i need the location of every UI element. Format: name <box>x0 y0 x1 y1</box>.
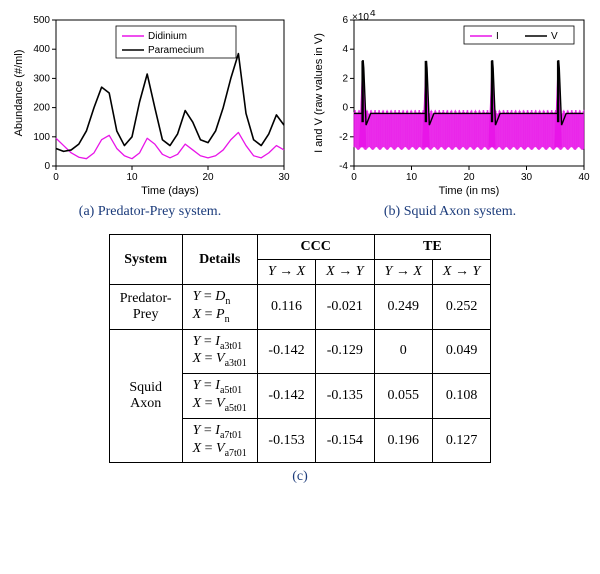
svg-text:Abundance (#/ml): Abundance (#/ml) <box>13 50 25 137</box>
svg-text:10: 10 <box>126 172 138 183</box>
svg-text:10: 10 <box>406 172 418 183</box>
table-row-details: Y = Ia5t01X = Va5t01 <box>182 374 257 419</box>
table-row-details: Y = DnX = Pn <box>182 285 257 330</box>
figure-row: 01020300100200300400500Time (days)Abunda… <box>10 10 590 220</box>
svg-text:4: 4 <box>342 44 348 55</box>
svg-text:500: 500 <box>33 15 50 26</box>
panel-a: 01020300100200300400500Time (days)Abunda… <box>10 10 290 220</box>
th-ccc-xy: X → Y <box>316 260 374 285</box>
th-te-yx: Y → X <box>374 260 432 285</box>
svg-text:×10: ×10 <box>352 12 369 23</box>
svg-text:0: 0 <box>342 103 348 114</box>
svg-text:6: 6 <box>342 15 348 26</box>
svg-text:Time (days): Time (days) <box>141 185 199 197</box>
svg-text:Didinium: Didinium <box>148 31 187 42</box>
svg-text:400: 400 <box>33 44 50 55</box>
svg-text:Paramecium: Paramecium <box>148 45 204 56</box>
svg-text:40: 40 <box>578 172 590 183</box>
table-row-system: SquidAxon <box>109 329 182 463</box>
svg-text:300: 300 <box>33 73 50 84</box>
svg-text:Time (in ms): Time (in ms) <box>439 185 500 197</box>
svg-text:30: 30 <box>521 172 533 183</box>
svg-text:0: 0 <box>53 172 59 183</box>
svg-text:20: 20 <box>202 172 214 183</box>
caption-a: (a) Predator-Prey system. <box>79 204 221 220</box>
svg-text:100: 100 <box>33 132 50 143</box>
th-ccc: CCC <box>257 235 374 260</box>
table-body: Predator-PreyY = DnX = Pn0.116-0.0210.24… <box>109 285 491 463</box>
th-system: System <box>109 235 182 285</box>
caption-b: (b) Squid Axon system. <box>384 204 516 220</box>
table-row-system: Predator-Prey <box>109 285 182 330</box>
svg-text:30: 30 <box>278 172 290 183</box>
svg-text:0: 0 <box>351 172 357 183</box>
caption-c: (c) <box>10 469 590 485</box>
svg-text:2: 2 <box>342 73 348 84</box>
svg-text:I: I <box>496 31 499 42</box>
table-wrap: System Details CCC TE Y → X X → Y Y → X … <box>10 234 590 463</box>
th-te-xy: X → Y <box>432 260 490 285</box>
svg-text:-4: -4 <box>339 161 348 172</box>
svg-text:200: 200 <box>33 103 50 114</box>
th-details: Details <box>182 235 257 285</box>
svg-text:I and V (raw values in V): I and V (raw values in V) <box>313 33 325 153</box>
svg-text:V: V <box>551 31 558 42</box>
results-table: System Details CCC TE Y → X X → Y Y → X … <box>109 234 492 463</box>
table-row-details: Y = Ia7t01X = Va7t01 <box>182 418 257 463</box>
chart-squid-axon: 0 10 20 30 40 -4 -2 0 2 4 6 Time (in ms) I and V (ra… <box>310 10 590 200</box>
chart-predator-prey: 01020300100200300400500Time (days)Abunda… <box>10 10 290 200</box>
th-ccc-yx: Y → X <box>257 260 315 285</box>
table-row-details: Y = Ia3t01X = Va3t01 <box>182 329 257 374</box>
th-te: TE <box>374 235 491 260</box>
panel-b: 0 10 20 30 40 -4 -2 0 2 4 6 Time (in ms) I and V (ra… <box>310 10 590 220</box>
svg-text:4: 4 <box>370 10 376 19</box>
svg-text:20: 20 <box>463 172 475 183</box>
svg-text:-2: -2 <box>339 132 348 143</box>
svg-text:0: 0 <box>44 161 50 172</box>
